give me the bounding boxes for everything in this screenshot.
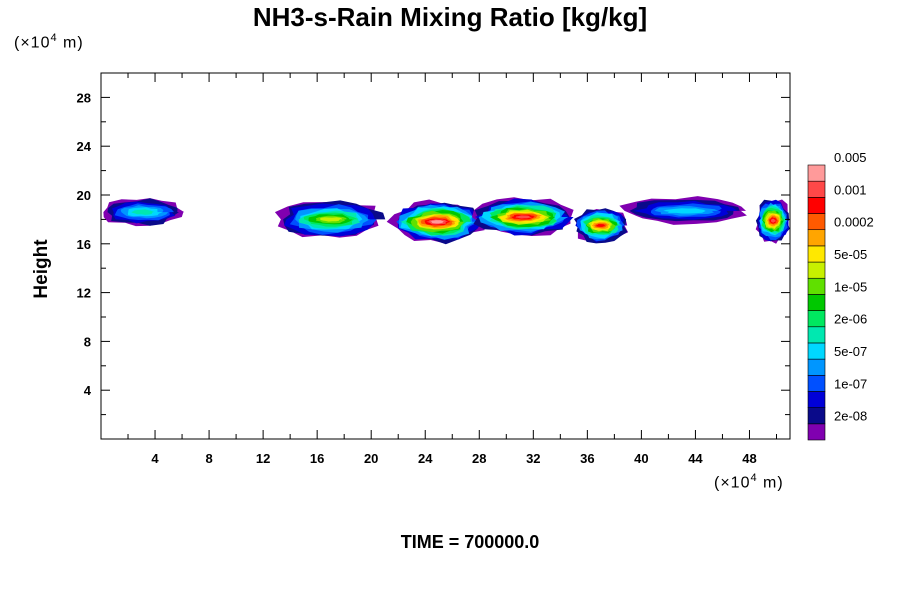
- colorbar-swatch: [807, 261, 826, 279]
- colorbar: 2e-08 1e-07 5e-07 2e-06 1e-05 5e-05 0.0002 0.00…: [807, 150, 874, 441]
- colorbar-swatch: [807, 197, 826, 214]
- cloud-contour: [770, 218, 776, 223]
- x-tick-label: 4: [151, 451, 159, 466]
- colorbar-swatch: [807, 423, 826, 441]
- colorbar-swatch: [807, 310, 826, 328]
- colorbar-label: 2e-06: [834, 312, 867, 327]
- colorbar-swatch: [807, 229, 826, 247]
- colorbar-swatch: [807, 342, 826, 360]
- x-tick-label: 48: [742, 451, 756, 466]
- colorbar-swatch: [807, 374, 826, 392]
- colorbar-label: 5e-07: [834, 344, 867, 359]
- cloud-contour: [515, 215, 532, 219]
- colorbar-label: 0.001: [834, 182, 867, 197]
- colorbar-swatch: [807, 245, 826, 263]
- y-tick-label: 8: [84, 334, 91, 349]
- y-tick-label: 4: [84, 383, 92, 398]
- colorbar-swatch: [807, 294, 826, 311]
- colorbar-swatch: [807, 326, 826, 344]
- colorbar-swatch: [807, 213, 826, 231]
- x-tick-label: 24: [418, 451, 433, 466]
- y-tick-label: 12: [77, 286, 91, 301]
- cloud-field: [103, 196, 790, 245]
- colorbar-swatch: [807, 358, 826, 376]
- colorbar-swatch: [807, 180, 826, 198]
- colorbar-label: 2e-08: [834, 409, 867, 424]
- y-axis-unit: (×104 m): [14, 32, 84, 52]
- cloud-contour: [596, 224, 606, 227]
- plot-frame: [100, 72, 791, 440]
- cloud-contour: [663, 208, 706, 214]
- time-footer: TIME = 700000.0: [400, 532, 540, 552]
- colorbar-label: 1e-07: [834, 376, 867, 391]
- x-tick-label: 32: [526, 451, 540, 466]
- y-tick-label: 24: [77, 139, 92, 154]
- colorbar-swatch: [807, 164, 826, 182]
- colorbar-label: 5e-05: [834, 247, 867, 262]
- x-axis-unit: (×104 m): [714, 472, 784, 492]
- x-tick-label: 40: [634, 451, 648, 466]
- colorbar-label: 0.0002: [834, 215, 874, 230]
- colorbar-swatch: [807, 407, 826, 425]
- cloud-contour: [430, 220, 444, 224]
- x-tick-label: 16: [310, 451, 324, 466]
- chart-title: NH3-s-Rain Mixing Ratio [kg/kg]: [252, 2, 648, 32]
- x-tick-label: 8: [205, 451, 212, 466]
- cloud-contour: [320, 217, 343, 222]
- cloud-contour: [131, 209, 155, 215]
- colorbar-swatch: [807, 277, 826, 295]
- x-tick-label: 36: [580, 451, 594, 466]
- x-tick-label: 20: [364, 451, 378, 466]
- y-tick-label: 16: [77, 237, 91, 252]
- x-tick-label: 12: [256, 451, 270, 466]
- y-tick-label: 20: [77, 188, 91, 203]
- x-tick-label: 28: [472, 451, 486, 466]
- colorbar-label: 0.005: [834, 150, 867, 165]
- colorbar-label: 1e-05: [834, 279, 867, 294]
- colorbar-swatch: [807, 391, 826, 408]
- y-tick-label: 28: [77, 90, 91, 105]
- x-tick-label: 44: [688, 451, 703, 466]
